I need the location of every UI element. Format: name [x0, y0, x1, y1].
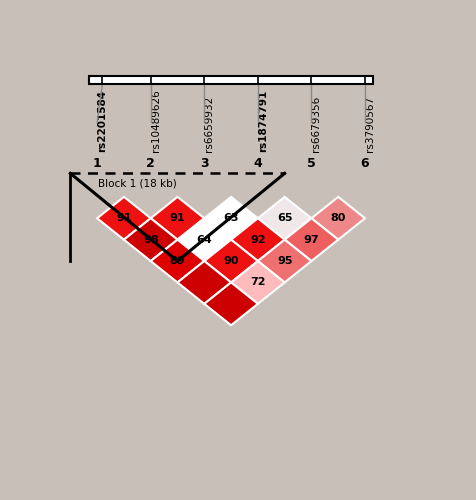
Text: rs3790567: rs3790567	[364, 96, 374, 152]
Polygon shape	[311, 197, 364, 240]
Polygon shape	[204, 282, 258, 325]
Polygon shape	[204, 240, 258, 282]
Text: 80: 80	[330, 214, 345, 224]
Polygon shape	[124, 218, 177, 261]
Polygon shape	[284, 218, 337, 261]
Text: 90: 90	[223, 256, 238, 266]
Polygon shape	[177, 261, 230, 304]
Polygon shape	[97, 197, 150, 240]
Text: rs2201584: rs2201584	[97, 90, 107, 152]
Text: 91: 91	[169, 214, 185, 224]
Text: 95: 95	[276, 256, 292, 266]
Text: Block 1 (18 kb): Block 1 (18 kb)	[98, 179, 177, 189]
Text: 91: 91	[116, 214, 131, 224]
Text: rs6659932: rs6659932	[204, 96, 214, 152]
Text: 72: 72	[249, 278, 265, 287]
Polygon shape	[230, 261, 284, 304]
Text: 1: 1	[92, 158, 101, 170]
Polygon shape	[230, 218, 284, 261]
Polygon shape	[204, 197, 258, 240]
Text: 63: 63	[223, 214, 238, 224]
Text: rs10489626: rs10489626	[150, 89, 160, 152]
Text: 2: 2	[146, 158, 155, 170]
Text: 98: 98	[143, 234, 158, 244]
Text: 3: 3	[199, 158, 208, 170]
Text: 5: 5	[307, 158, 315, 170]
Text: rs1874791: rs1874791	[258, 90, 268, 152]
Bar	[89, 76, 372, 84]
Text: 64: 64	[196, 234, 212, 244]
Polygon shape	[258, 240, 311, 282]
Text: 97: 97	[303, 234, 318, 244]
Polygon shape	[150, 197, 204, 240]
Text: 4: 4	[253, 158, 262, 170]
Polygon shape	[258, 197, 311, 240]
Text: rs6679356: rs6679356	[311, 96, 321, 152]
Text: 92: 92	[249, 234, 265, 244]
Polygon shape	[150, 240, 204, 282]
Text: 89: 89	[169, 256, 185, 266]
Text: 65: 65	[276, 214, 292, 224]
Polygon shape	[177, 218, 230, 261]
Text: 6: 6	[360, 158, 368, 170]
